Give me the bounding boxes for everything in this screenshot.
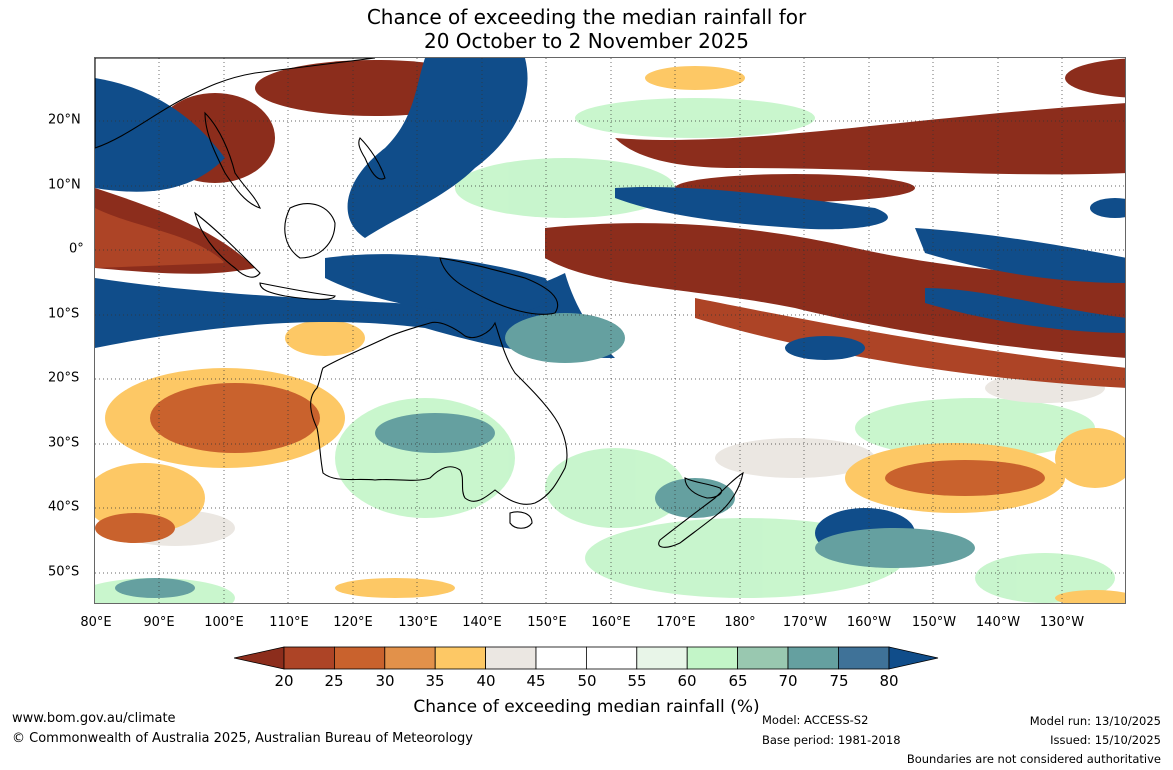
lat-label-20s: 20°S	[48, 370, 80, 386]
philippines-coast	[358, 137, 386, 180]
lat-label-10s: 10°S	[48, 306, 80, 322]
colorbar-segment	[535, 646, 587, 670]
asia-mainland	[95, 58, 376, 149]
lat-label-20n: 20°N	[48, 112, 81, 128]
rainfall-map	[94, 57, 1126, 604]
website-link[interactable]: www.bom.gov.au/climate	[12, 711, 176, 726]
lon-label-110e: 110°E	[269, 615, 309, 630]
rainfall-map-svg	[95, 58, 1125, 603]
lat-label-30s: 30°S	[48, 435, 80, 451]
lon-label-160w: 160°W	[846, 615, 892, 630]
colorbar-segment	[334, 646, 386, 670]
colorbar-segment	[636, 646, 688, 670]
colorbar-segment	[485, 646, 537, 670]
colorbar-tick: 80	[879, 672, 899, 690]
orange-patches	[95, 383, 1045, 543]
colorbar-tick: 35	[425, 672, 445, 690]
colorbar-segment	[434, 646, 486, 670]
colorbar-tick: 65	[728, 672, 748, 690]
lon-label-100e: 100°E	[204, 615, 244, 630]
copyright-text: © Commonwealth of Australia 2025, Austra…	[12, 731, 473, 746]
lat-label-40s: 40°S	[48, 499, 80, 515]
colorbar-tick: 20	[274, 672, 294, 690]
lon-label-170e: 170°E	[656, 615, 696, 630]
colorbar-tick: 25	[324, 672, 344, 690]
wet-bands	[95, 58, 1125, 558]
colorbar-tick: 75	[829, 672, 849, 690]
lat-label-0: 0°	[69, 241, 84, 257]
colorbar-tick: 55	[627, 672, 647, 690]
colorbar-tick: 70	[778, 672, 798, 690]
colorbar-segment	[737, 646, 789, 670]
colorbar-title: Chance of exceeding median rainfall (%)	[413, 697, 760, 717]
lat-label-10n: 10°N	[48, 177, 81, 193]
colorbar-segment	[787, 646, 839, 670]
lon-label-80e: 80°E	[80, 615, 112, 630]
colorbar-tick: 60	[677, 672, 697, 690]
colorbar-tick: 50	[577, 672, 597, 690]
dry-bands	[95, 58, 1125, 388]
lon-label-140e: 140°E	[462, 615, 502, 630]
graticule	[95, 58, 1125, 603]
colorbar	[234, 646, 939, 670]
base-period-text: Base period: 1981-2018	[762, 733, 901, 747]
lat-label-50s: 50°S	[48, 564, 80, 580]
lon-label-180: 180°	[724, 615, 756, 630]
lon-label-150w: 150°W	[911, 615, 957, 630]
lon-label-140w: 140°W	[975, 615, 1021, 630]
lon-label-170w: 170°W	[782, 615, 828, 630]
colorbar-tick: 30	[375, 672, 395, 690]
indochina-coast	[204, 111, 261, 209]
colorbar-tick: 40	[476, 672, 496, 690]
new-zealand-north	[684, 477, 723, 499]
new-guinea-coast	[439, 257, 558, 315]
australia-coast	[310, 321, 568, 505]
model-run-text: Model run: 13/10/2025	[1029, 714, 1161, 728]
colorbar-arrow-high	[888, 646, 939, 670]
lon-label-90e: 90°E	[143, 615, 175, 630]
borneo-coast	[284, 203, 336, 259]
colorbar-tick: 45	[526, 672, 546, 690]
colorbar-arrow-low	[234, 646, 285, 670]
colorbar-segment	[838, 646, 890, 670]
colorbar-segment	[384, 646, 436, 670]
model-text: Model: ACCESS-S2	[762, 713, 869, 727]
lon-label-130e: 130°E	[398, 615, 438, 630]
lon-label-120e: 120°E	[333, 615, 373, 630]
issued-text: Issued: 15/10/2025	[1050, 733, 1161, 747]
java-coast	[259, 282, 336, 300]
lon-label-150e: 150°E	[527, 615, 567, 630]
tasmania-coast	[509, 511, 533, 529]
lon-label-130w: 130°W	[1039, 615, 1085, 630]
map-title-line1: Chance of exceeding the median rainfall …	[366, 5, 807, 29]
sumatra-coast	[194, 211, 261, 278]
map-title-line2: 20 October to 2 November 2025	[423, 29, 750, 53]
boundaries-disclaimer: Boundaries are not considered authoritat…	[906, 752, 1161, 766]
colorbar-segment	[686, 646, 739, 670]
lon-label-160e: 160°E	[591, 615, 631, 630]
colorbar-segment	[585, 646, 638, 670]
coastlines	[95, 58, 744, 548]
colorbar-segment	[283, 646, 335, 670]
new-zealand-south	[658, 471, 744, 548]
